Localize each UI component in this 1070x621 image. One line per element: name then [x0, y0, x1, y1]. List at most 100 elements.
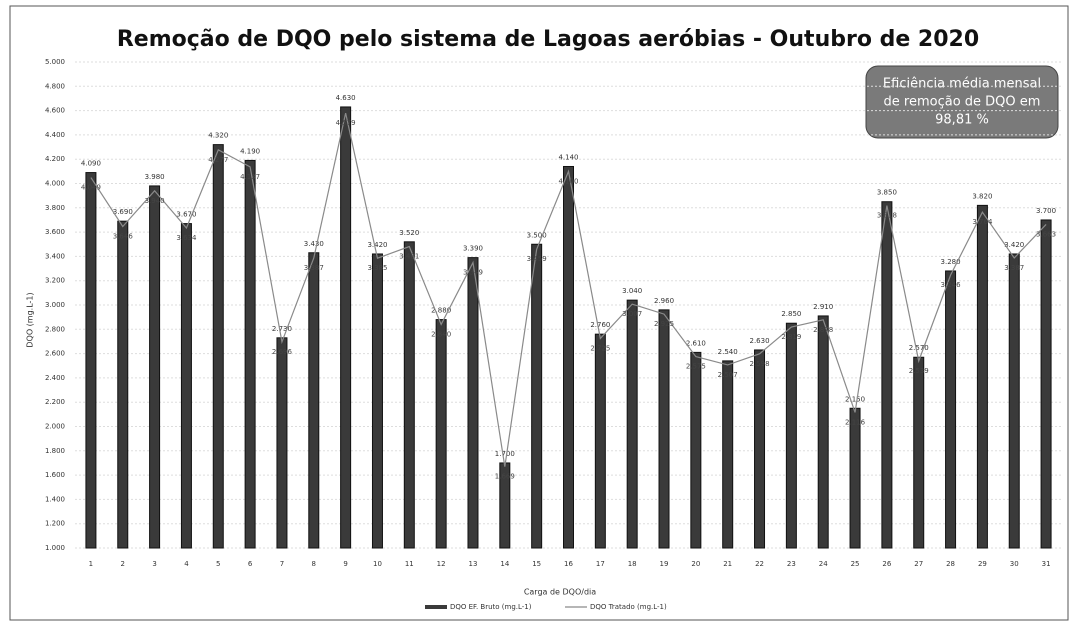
y-tick-label: 1.400 — [45, 495, 65, 503]
data-label: 3.646 — [113, 233, 134, 241]
bar — [913, 356, 925, 549]
data-label: 3.670 — [176, 211, 196, 219]
data-label: 3.764 — [972, 218, 993, 226]
data-label: 2.960 — [654, 297, 674, 305]
y-axis-title: DQO (mg.L-1) — [26, 292, 35, 347]
bar — [85, 172, 97, 549]
data-label: 2.575 — [686, 363, 706, 371]
x-tick-label: 7 — [280, 560, 284, 568]
data-label: 3.520 — [399, 229, 419, 237]
data-label: 2.150 — [845, 395, 865, 403]
bar — [690, 351, 702, 549]
data-label: 4.140 — [558, 153, 578, 161]
data-label: 2.630 — [750, 337, 770, 345]
x-tick-label: 21 — [723, 560, 732, 568]
annotation: Eficiência média mensal — [883, 77, 1041, 92]
data-label: 3.481 — [399, 253, 419, 261]
bar — [435, 319, 447, 549]
data-label: 4.137 — [240, 173, 260, 181]
x-tick-label: 19 — [660, 560, 669, 568]
data-label: 3.387 — [1004, 264, 1024, 272]
data-label: 3.420 — [1004, 241, 1024, 249]
y-tick-label: 3.400 — [45, 252, 65, 260]
data-label: 4.100 — [558, 177, 578, 185]
bar — [276, 337, 288, 549]
x-tick-label: 29 — [978, 560, 987, 568]
x-tick-label: 18 — [628, 560, 637, 568]
y-tick-label: 1.800 — [45, 447, 65, 455]
data-label: 4.579 — [336, 119, 356, 127]
x-tick-label: 15 — [532, 560, 541, 568]
x-tick-label: 3 — [152, 560, 156, 568]
y-tick-label: 3.800 — [45, 204, 65, 212]
x-tick-label: 23 — [787, 560, 796, 568]
annotation: 98,81 % — [935, 113, 989, 128]
data-label: 3.700 — [1036, 207, 1056, 215]
bar — [1008, 253, 1020, 549]
data-label: 3.980 — [145, 173, 165, 181]
data-label: 1.669 — [495, 473, 515, 481]
legend-swatch — [425, 605, 447, 609]
x-tick-label: 25 — [851, 560, 860, 568]
data-label: 2.725 — [590, 344, 610, 352]
bar — [849, 407, 861, 549]
data-label: 3.690 — [113, 208, 133, 216]
bar — [149, 185, 161, 549]
x-tick-label: 22 — [755, 560, 764, 568]
bar — [244, 159, 256, 549]
x-tick-label: 8 — [312, 560, 316, 568]
x-tick-label: 11 — [405, 560, 414, 568]
legend-label: DQO Tratado (mg.L-1) — [590, 603, 667, 611]
data-label: 2.730 — [272, 325, 292, 333]
line — [90, 113, 1047, 467]
y-tick-label: 2.000 — [45, 423, 65, 431]
bar — [785, 322, 797, 549]
x-axis-title: Carga de DQO/dia — [524, 588, 596, 597]
data-label: 3.246 — [941, 281, 962, 289]
data-label: 3.430 — [304, 240, 324, 248]
bar — [626, 299, 638, 549]
annotation-box — [865, 65, 1059, 139]
x-tick-label: 13 — [469, 560, 478, 568]
x-tick-label: 20 — [691, 560, 700, 568]
bar — [976, 204, 988, 549]
annotation: de remoção de DQO em — [884, 95, 1041, 110]
bar — [722, 360, 734, 549]
x-tick-label: 1 — [89, 560, 93, 568]
data-label: 3.390 — [463, 245, 483, 253]
bar — [594, 333, 606, 549]
data-label: 3.634 — [176, 234, 197, 242]
y-tick-label: 2.400 — [45, 374, 65, 382]
bar — [563, 165, 574, 549]
y-tick-label: 2.800 — [45, 325, 65, 333]
y-tick-label: 4.000 — [45, 180, 65, 188]
data-label: 2.696 — [272, 348, 293, 356]
data-label: 3.349 — [463, 269, 483, 277]
data-label: 3.663 — [1036, 230, 1056, 238]
data-label: 3.850 — [877, 189, 897, 197]
data-label: 2.840 — [431, 330, 451, 338]
legend-label: DQO EF. Bruto (mg.L-1) — [450, 603, 532, 611]
data-label: 3.385 — [367, 264, 387, 272]
x-tick-label: 4 — [184, 560, 189, 568]
bar — [817, 315, 829, 549]
data-label: 2.610 — [686, 339, 706, 347]
data-label: 3.820 — [972, 192, 992, 200]
data-label: 3.818 — [877, 212, 897, 220]
bar — [658, 309, 670, 549]
data-label: 4.049 — [81, 184, 101, 192]
x-tick-label: 10 — [373, 560, 382, 568]
data-label: 3.280 — [941, 258, 961, 266]
bar — [371, 253, 383, 549]
y-tick-label: 2.200 — [45, 398, 65, 406]
x-tick-label: 6 — [248, 560, 253, 568]
x-tick-label: 24 — [819, 560, 828, 568]
x-tick-label: 16 — [564, 560, 573, 568]
bar — [531, 243, 543, 549]
data-label: 2.925 — [654, 320, 674, 328]
y-tick-label: 1.600 — [45, 471, 65, 479]
bar — [212, 144, 224, 549]
data-label: 2.880 — [431, 307, 451, 315]
data-label: 2.878 — [813, 326, 833, 334]
